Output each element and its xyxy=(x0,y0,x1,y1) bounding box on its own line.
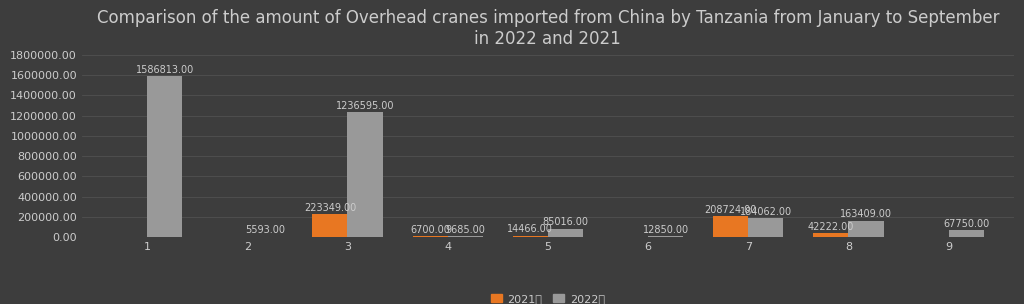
Bar xyxy=(513,236,548,237)
Title: Comparison of the amount of Overhead cranes imported from China by Tanzania from: Comparison of the amount of Overhead cra… xyxy=(96,9,999,48)
Text: 1236595.00: 1236595.00 xyxy=(336,101,394,111)
Text: 67750.00: 67750.00 xyxy=(943,219,989,229)
Bar xyxy=(749,219,783,237)
Text: 42222.00: 42222.00 xyxy=(808,222,854,232)
Text: 85016.00: 85016.00 xyxy=(543,217,589,227)
Text: 14466.00: 14466.00 xyxy=(507,224,553,234)
Text: 5593.00: 5593.00 xyxy=(245,225,285,235)
Bar xyxy=(813,233,849,237)
Bar xyxy=(347,112,383,237)
Bar xyxy=(147,76,182,237)
Text: 1586813.00: 1586813.00 xyxy=(135,65,194,75)
Text: 12850.00: 12850.00 xyxy=(642,225,688,235)
Text: 163409.00: 163409.00 xyxy=(840,209,892,219)
Text: 184062.00: 184062.00 xyxy=(739,207,792,217)
Text: 6700.00: 6700.00 xyxy=(411,225,450,235)
Text: 9685.00: 9685.00 xyxy=(445,225,485,235)
Bar xyxy=(713,216,749,237)
Bar xyxy=(312,215,347,237)
Bar xyxy=(548,229,583,237)
Bar xyxy=(648,236,683,237)
Bar xyxy=(948,230,984,237)
Text: 223349.00: 223349.00 xyxy=(304,203,356,213)
Bar xyxy=(849,221,884,237)
Bar xyxy=(447,236,482,237)
Legend: 2021年, 2022年: 2021年, 2022年 xyxy=(486,289,609,304)
Text: 208724.00: 208724.00 xyxy=(705,205,757,215)
